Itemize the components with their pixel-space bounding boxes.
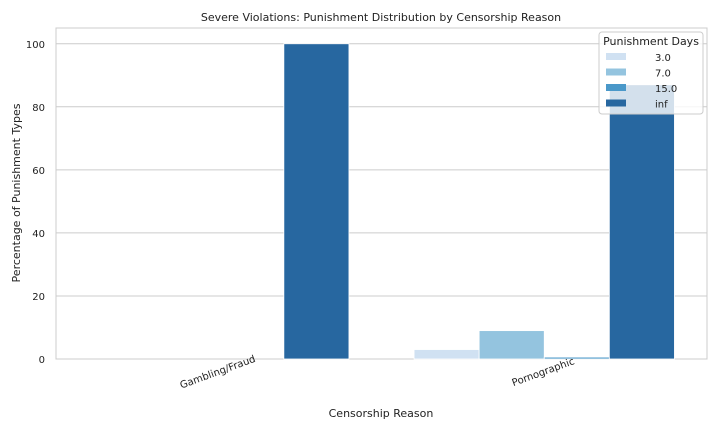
legend-box: [598, 31, 704, 115]
y-tick-label: 40: [32, 229, 45, 240]
y-tick-label: 0: [39, 355, 45, 366]
y-tick-labels: 0 20 40 60 80 100: [26, 40, 45, 366]
legend-items: 3.0 7.0 15.0 inf: [606, 53, 677, 111]
legend-swatch: [606, 53, 626, 60]
legend-label: 3.0: [655, 53, 671, 64]
legend-swatch: [606, 68, 626, 76]
bar-3.0-Pornographic: [413, 349, 480, 360]
y-tick-label: 20: [32, 292, 45, 303]
y-tick-label: 60: [32, 166, 45, 177]
x-tick-label: Pornographic: [511, 356, 577, 389]
x-tick-label: Gambling/Fraud: [179, 354, 257, 392]
chart-title: Severe Violations: Punishment Distributi…: [201, 11, 561, 24]
legend-swatch: [606, 84, 626, 91]
bar-inf-Gambling/Fraud: [283, 43, 350, 360]
legend-label: 7.0: [655, 69, 671, 80]
x-axis-label: Censorship Reason: [329, 407, 434, 420]
y-axis-label: Percentage of Punishment Types: [10, 103, 23, 282]
bar-7.0-Pornographic: [478, 330, 545, 360]
legend: Punishment Days 3.0 7.0 15.0 inf: [598, 31, 704, 115]
x-tick-labels: Gambling/Fraud Pornographic: [179, 354, 577, 392]
legend-label: 15.0: [655, 84, 677, 95]
bars: [283, 43, 675, 360]
bar-inf-Pornographic: [608, 84, 675, 360]
legend-label: inf: [655, 100, 668, 111]
y-tick-label: 100: [26, 40, 45, 51]
legend-swatch: [606, 99, 626, 107]
bar-15.0-Pornographic: [543, 356, 610, 360]
y-tick-label: 80: [32, 103, 45, 114]
legend-title: Punishment Days: [603, 35, 699, 48]
